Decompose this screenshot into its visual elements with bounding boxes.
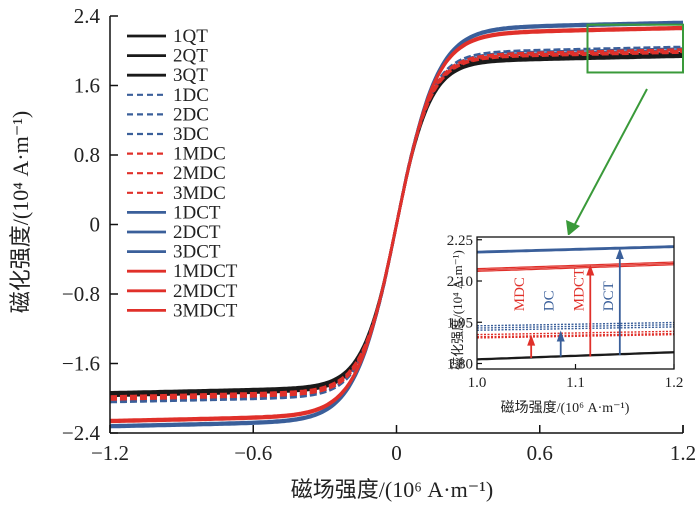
- main-plot: −1.2 −0.6 0 0.6 1.2 2.4 1.6 0.8 0 −0.8 −1.6 −2.4 磁场…: [8, 4, 696, 502]
- y-tick-label: −2.4: [62, 421, 101, 445]
- inset-series-line-3dct: [476, 245, 675, 252]
- legend-label-3mdc: 3MDC: [173, 183, 226, 204]
- legend-label-3dct: 3DCT: [173, 242, 221, 263]
- legend-label-3dc: 3DC: [173, 124, 209, 145]
- x-tick-label: −0.6: [234, 441, 272, 465]
- y-tick-label: −0.8: [62, 282, 100, 306]
- y-tick-label: 0.8: [74, 143, 100, 167]
- inset-series-line-1dc: [476, 326, 675, 331]
- inset-x-tick-label: 1.2: [665, 375, 684, 391]
- legend-label-1mdc: 1MDC: [173, 144, 226, 165]
- inset-x-tick-label: 1.1: [566, 375, 585, 391]
- annotation-label-mdct: MDCT: [571, 268, 587, 311]
- annotation-arrowhead-mdct: [586, 264, 595, 276]
- legend-label-2qt: 2QT: [173, 46, 208, 67]
- x-tick-label: 1.2: [670, 441, 696, 465]
- x-tick-label: 0.6: [527, 441, 553, 465]
- zoom-region-box: [586, 23, 684, 74]
- inset-series-line-1mdc: [476, 333, 675, 339]
- inset-series-line-1mdct: [476, 264, 675, 272]
- inset-annotations: MDC DC MDCT DCT: [512, 248, 624, 358]
- x-tick-label: 0: [391, 441, 402, 465]
- legend-label-3qt: 3QT: [173, 65, 208, 86]
- inset-background: [474, 235, 674, 369]
- inset-series-line-2mdct: [476, 262, 675, 271]
- annotation-label-dc: DC: [542, 290, 558, 311]
- inset-series-line-2dc: [476, 324, 675, 329]
- main-axes: −1.2 −0.6 0 0.6 1.2 2.4 1.6 0.8 0 −0.8 −1.6 −2.4: [62, 4, 696, 465]
- inset-series-line-3qt: [476, 351, 675, 360]
- inset-series-line-3mdc: [476, 330, 675, 336]
- inset-curves: [476, 245, 675, 361]
- y-tick-label: −1.6: [62, 352, 100, 376]
- inset-series-line-2dct: [476, 246, 675, 253]
- inset-y-tick-label: 2.25: [447, 233, 473, 249]
- y-tick-label: 0: [90, 213, 101, 237]
- annotation-arrowhead-dc: [556, 330, 565, 342]
- annotation-arrowhead-mdc: [527, 334, 536, 346]
- inset-y-axis-label: 磁化强度/(10⁴ A·m⁻¹): [450, 250, 465, 370]
- legend-label-2mdct: 2MDCT: [173, 281, 238, 302]
- inset-series-line-1dct: [476, 246, 675, 254]
- inset-y-tick-label: 1.95: [447, 315, 473, 331]
- inset-axes: 1.0 1.1 1.2 2.25 2.10 1.95 1.80: [447, 233, 684, 391]
- annotation-label-mdc: MDC: [512, 277, 528, 311]
- legend-label-1dc: 1DC: [173, 85, 209, 106]
- zoom-arrow-line: [573, 88, 648, 227]
- y-axis-label: 磁化强度/(10⁴ A·m⁻¹): [8, 111, 33, 313]
- legend-label-2dct: 2DCT: [173, 222, 221, 243]
- inset-x-tick-label: 1.0: [468, 375, 487, 391]
- x-tick-label: −1.2: [91, 441, 129, 465]
- legend-label-2mdc: 2MDC: [173, 163, 226, 184]
- zoom-arrow-head: [566, 220, 580, 236]
- legend-label-2dc: 2DC: [173, 104, 209, 125]
- inset-series-line-3dc: [476, 321, 675, 327]
- legend-label-1dct: 1DCT: [173, 202, 221, 223]
- x-axis-label: 磁场强度/(10⁶ A·m⁻¹): [291, 477, 493, 502]
- annotation-arrowhead-dct: [615, 248, 624, 259]
- legend-label-1mdct: 1MDCT: [173, 261, 238, 282]
- inset-x-axis-label: 磁场强度/(10⁶ A·m⁻¹): [501, 400, 630, 416]
- inset-series-line-2mdc: [476, 332, 675, 338]
- inset-y-tick-label: 2.10: [447, 274, 473, 290]
- y-tick-label: 2.4: [74, 4, 101, 28]
- legend-label-1qt: 1QT: [173, 26, 208, 47]
- inset-plot: MDC DC MDCT DCT 1.0 1.1 1.2 2.25 2.10 1.95 1.80 磁…: [447, 233, 684, 416]
- y-tick-label: 1.6: [74, 74, 100, 98]
- annotation-label-dct: DCT: [601, 281, 617, 311]
- legend-label-3mdct: 3MDCT: [173, 300, 238, 321]
- legend: 1QT2QT3QT1DC2DC3DC1MDC2MDC3MDC1DCT2DCT3D…: [127, 26, 238, 321]
- inset-y-tick-label: 1.80: [447, 357, 473, 373]
- inset-series-line-3mdct: [476, 261, 675, 270]
